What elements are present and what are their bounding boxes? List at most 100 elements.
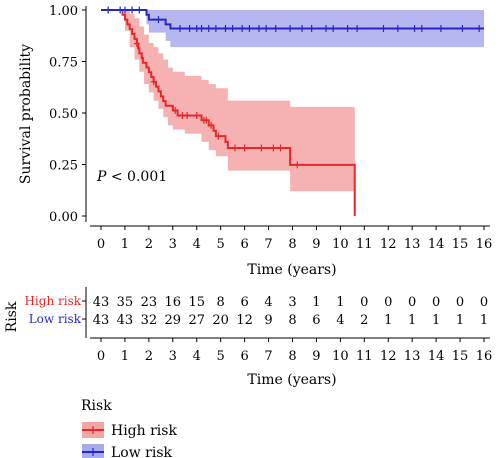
risk-count-0-12: 0 (384, 295, 392, 310)
censor-mark-0-11 (241, 144, 248, 152)
censor-mark-1-9 (198, 25, 205, 33)
risk-count-1-9: 6 (312, 313, 320, 328)
risk-count-0-4: 15 (188, 295, 205, 310)
risk-x-tick-label-5: 5 (217, 349, 225, 364)
censor-mark-1-20 (299, 25, 306, 33)
risk-count-1-10: 4 (336, 313, 344, 328)
risk-count-1-16: 1 (480, 313, 488, 328)
censor-mark-0-0 (133, 40, 140, 48)
risk-count-0-0: 43 (93, 295, 110, 310)
legend: Risk High risk Low risk (81, 398, 177, 458)
censor-mark-0-9 (215, 132, 222, 140)
x-tick-label-12: 12 (380, 237, 397, 252)
legend-label-1: Low risk (111, 445, 173, 458)
censor-mark-1-29 (418, 25, 425, 33)
risk-x-axis-label: Time (years) (247, 372, 336, 388)
risk-count-1-13: 1 (408, 313, 416, 328)
risk-count-1-5: 20 (212, 313, 229, 328)
censor-mark-0-4 (184, 111, 191, 119)
censor-mark-1-6 (176, 25, 183, 33)
risk-count-1-11: 2 (360, 313, 368, 328)
censor-mark-0-7 (203, 116, 210, 124)
risk-count-1-14: 1 (432, 313, 440, 328)
x-tick-label-0: 0 (97, 237, 105, 252)
risk-count-0-7: 4 (264, 295, 272, 310)
censor-mark-1-10 (205, 25, 212, 33)
risk-count-1-4: 27 (188, 313, 205, 328)
censor-mark-0-14 (277, 144, 284, 152)
legend-censor-0 (89, 426, 97, 434)
y-tick-label-1: 0.25 (49, 159, 78, 174)
y-tick-label-4: 1.00 (49, 4, 78, 19)
risk-count-0-2: 23 (141, 295, 158, 310)
risk-x-tick-label-11: 11 (356, 349, 373, 364)
censor-mark-1-26 (380, 25, 387, 33)
risk-x-tick-label-8: 8 (288, 349, 296, 364)
risk-x-tick-label-3: 3 (169, 349, 177, 364)
survival-plot: 0.000.250.500.751.000 1 2 3 4 5 6 7 8 9 10 11 12 13 14… (18, 4, 492, 278)
risk-count-0-14: 0 (432, 295, 440, 310)
censor-mark-1-0 (105, 6, 112, 14)
x-tick-label-15: 15 (452, 237, 469, 252)
censor-mark-1-2 (121, 6, 128, 14)
risk-x-tick-label-6: 6 (240, 349, 248, 364)
censor-mark-0-5 (193, 111, 200, 119)
risk-count-1-7: 9 (264, 313, 272, 328)
censor-mark-1-27 (394, 25, 401, 33)
risk-x-tick-label-0: 0 (97, 349, 105, 364)
risk-count-1-15: 1 (456, 313, 464, 328)
risk-x-tick-label-14: 14 (428, 349, 445, 364)
x-tick-label-3: 3 (169, 237, 177, 252)
risk-count-1-3: 29 (165, 313, 182, 328)
censor-mark-1-17 (263, 25, 270, 33)
risk-x-tick-label-9: 9 (312, 349, 320, 364)
risk-x-tick-label-4: 4 (193, 349, 201, 364)
risk-count-0-11: 0 (360, 295, 368, 310)
x-tick-label-4: 4 (193, 237, 201, 252)
censor-mark-1-5 (155, 16, 162, 24)
x-tick-label-14: 14 (428, 237, 445, 252)
risk-x-tick-label-7: 7 (264, 349, 272, 364)
censor-mark-1-18 (272, 25, 279, 33)
censor-mark-1-25 (354, 25, 361, 33)
risk-count-0-6: 6 (240, 295, 248, 310)
risk-count-1-1: 43 (117, 313, 134, 328)
risk-count-1-2: 32 (141, 313, 158, 328)
censor-mark-0-15 (294, 161, 301, 169)
ci-band-0 (101, 10, 355, 192)
censor-mark-1-13 (229, 25, 236, 33)
censor-mark-1-21 (308, 25, 315, 33)
x-tick-label-16: 16 (476, 237, 493, 252)
risk-x-tick-label-13: 13 (404, 349, 421, 364)
risk-count-0-15: 0 (456, 295, 464, 310)
x-tick-label-10: 10 (332, 237, 349, 252)
risk-count-0-13: 0 (408, 295, 416, 310)
p-value-annotation: P < 0.001 (96, 169, 167, 185)
risk-count-0-3: 16 (165, 295, 182, 310)
censor-mark-1-24 (344, 25, 351, 33)
risk-table-title: Risk (4, 301, 20, 332)
risk-row-label-0: High risk (24, 294, 81, 308)
risk-count-0-1: 35 (117, 295, 134, 310)
risk-count-0-16: 0 (480, 295, 488, 310)
censor-mark-1-22 (323, 25, 330, 33)
censor-mark-1-19 (287, 25, 294, 33)
censor-mark-1-15 (246, 25, 253, 33)
legend-label-0: High risk (111, 423, 177, 439)
risk-count-0-8: 3 (288, 295, 296, 310)
risk-x-tick-label-12: 12 (380, 349, 397, 364)
x-tick-label-5: 5 (217, 237, 225, 252)
risk-x-tick-label-16: 16 (476, 349, 493, 364)
censor-mark-1-7 (186, 25, 193, 33)
y-tick-label-3: 0.75 (49, 56, 78, 71)
risk-count-1-6: 12 (236, 313, 253, 328)
legend-title: Risk (81, 398, 112, 414)
p-symbol: P (96, 169, 107, 185)
risk-count-0-5: 8 (217, 295, 225, 310)
censor-mark-1-12 (222, 25, 229, 33)
censor-mark-1-11 (212, 25, 219, 33)
risk-x-tick-label-10: 10 (332, 349, 349, 364)
censor-mark-1-28 (411, 25, 418, 33)
